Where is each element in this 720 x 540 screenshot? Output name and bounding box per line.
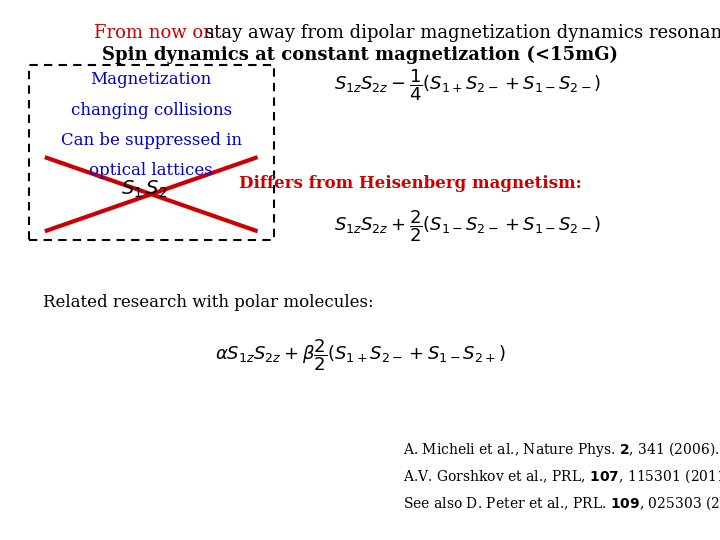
Text: optical lattices: optical lattices	[89, 162, 213, 179]
Text: See also D. Peter et al., PRL. $\mathbf{109}$, 025303 (2012): See also D. Peter et al., PRL. $\mathbf{…	[403, 494, 720, 512]
Text: stay away from dipolar magnetization dynamics resonances,: stay away from dipolar magnetization dyn…	[205, 24, 720, 42]
Text: Magnetization: Magnetization	[91, 71, 212, 88]
Text: From now on :: From now on :	[94, 24, 232, 42]
Text: Spin dynamics at constant magnetization (<15mG): Spin dynamics at constant magnetization …	[102, 46, 618, 64]
Text: $\alpha S_{1z}S_{2z} + \beta\dfrac{2}{2}(S_{1+}S_{2-} + S_{1-}S_{2+})$: $\alpha S_{1z}S_{2z} + \beta\dfrac{2}{2}…	[215, 338, 505, 373]
Text: Related research with polar molecules:: Related research with polar molecules:	[43, 294, 374, 311]
Text: A. Micheli et al., Nature Phys. $\mathbf{2}$, 341 (2006).: A. Micheli et al., Nature Phys. $\mathbf…	[403, 440, 720, 459]
Text: Can be suppressed in: Can be suppressed in	[60, 132, 242, 148]
Text: $S_1\,S_2$: $S_1\,S_2$	[121, 179, 167, 200]
Text: A.V. Gorshkov et al., PRL, $\mathbf{107}$, 115301 (2011),: A.V. Gorshkov et al., PRL, $\mathbf{107}…	[403, 467, 720, 485]
Text: changing collisions: changing collisions	[71, 102, 232, 118]
Text: $S_{1z}S_{2z} - \dfrac{1}{4}(S_{1+}S_{2-} + S_{1-}S_{2-})$: $S_{1z}S_{2z} - \dfrac{1}{4}(S_{1+}S_{2-…	[334, 68, 602, 103]
Text: $S_{1z}S_{2z} + \dfrac{2}{2}(S_{1-}S_{2-} + S_{1-}S_{2-})$: $S_{1z}S_{2z} + \dfrac{2}{2}(S_{1-}S_{2-…	[334, 208, 602, 244]
Text: Differs from Heisenberg magnetism:: Differs from Heisenberg magnetism:	[239, 176, 582, 192]
